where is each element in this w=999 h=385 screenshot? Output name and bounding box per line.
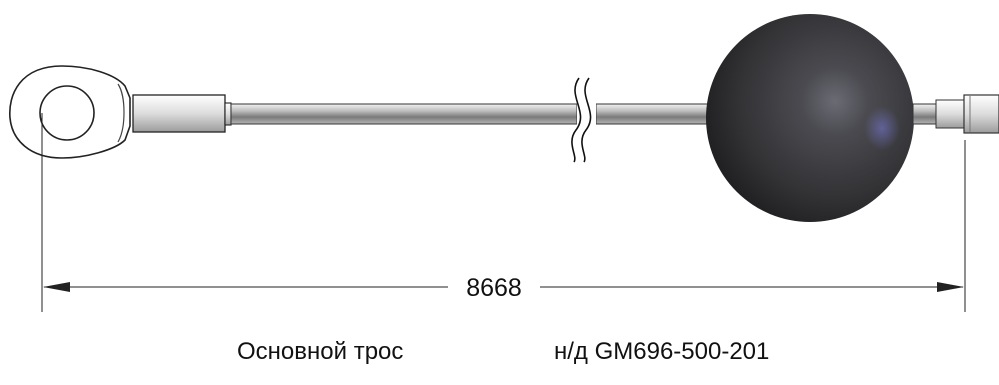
dimension-value: 8668 xyxy=(466,274,522,302)
arrow-left-icon xyxy=(43,282,70,292)
crimp-sleeve xyxy=(132,94,232,133)
eye-terminal xyxy=(9,65,131,159)
dimension-line: 8668 xyxy=(43,274,964,302)
float-ball xyxy=(706,14,914,222)
right-connector xyxy=(912,94,999,134)
caption-part-code: н/д GM696-500-201 xyxy=(554,338,770,365)
caption-name: Основной трос xyxy=(237,338,404,365)
cable-assembly-drawing: 8668 xyxy=(9,14,999,312)
ball-body xyxy=(706,14,914,222)
eye-hole xyxy=(39,85,95,141)
break-mark xyxy=(571,77,592,163)
arrow-right-icon xyxy=(937,282,964,292)
cable-rod xyxy=(230,103,722,125)
extension-lines xyxy=(41,113,966,312)
